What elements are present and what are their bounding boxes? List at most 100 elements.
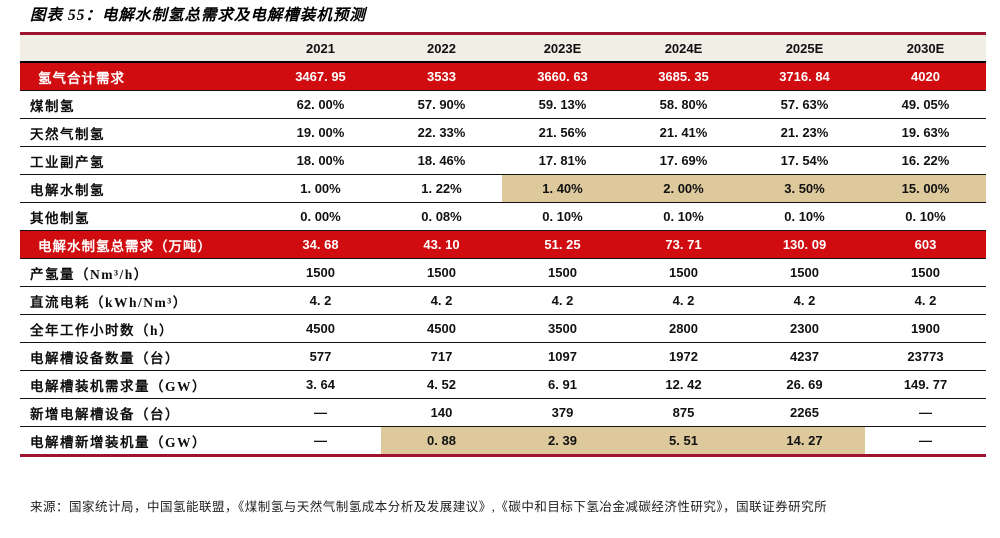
table-row: 煤制氢 62. 00% 57. 90% 59. 13% 58. 80% 57. 63% 49… [20,90,986,119]
cell: 18. 46% [381,146,502,175]
cell: 1097 [502,342,623,371]
table-row: 天然气制氢 19. 00% 22. 33% 21. 56% 21. 41% 21. 23%… [20,118,986,147]
corner-cell [20,35,260,63]
column-header-2023e: 2023E [502,35,623,63]
cell: 4. 2 [381,286,502,315]
cell: 717 [381,342,502,371]
cell: 2300 [744,314,865,343]
table-row: 电解槽装机需求量（GW） 3. 64 4. 52 6. 91 12. 42 26. 69 1… [20,370,986,399]
cell: 1500 [744,258,865,287]
cell: 19. 63% [865,118,986,147]
cell: 14. 27 [744,426,865,454]
row-label: 电解槽新增装机量（GW） [30,434,208,450]
cell: 3716. 84 [744,62,865,91]
row-label: 电解水制氢 [20,174,260,203]
cell: 1500 [260,258,381,287]
cell: 1500 [623,258,744,287]
row-label: 天然气制氢 [20,118,260,147]
cell: 49. 05% [865,90,986,119]
column-header-2021: 2021 [260,35,381,63]
cell: 1972 [623,342,744,371]
cell: 22. 33% [381,118,502,147]
cell: 1. 22% [381,174,502,203]
cell: 3660. 63 [502,62,623,91]
cell: 6. 91 [502,370,623,399]
cell: 875 [623,398,744,427]
row-label: 煤制氢 [20,90,260,119]
table-row: 其他制氢 0. 00% 0. 08% 0. 10% 0. 10% 0. 10% 0. 10% [20,202,986,231]
cell: 18. 00% [260,146,381,175]
cell: — [314,433,327,448]
cell: 26. 69 [744,370,865,399]
cell: 1900 [865,314,986,343]
cell: 43. 10 [381,230,502,259]
cell: 3. 64 [260,370,381,399]
cell: 149. 77 [865,370,986,399]
header-row: 2021 2022 2023E 2024E 2025E 2030E [20,35,986,63]
cell: 0. 10% [623,202,744,231]
cell: 57. 63% [744,90,865,119]
cell: 2. 00% [623,174,744,203]
cell: 0. 00% [260,202,381,231]
cell: 73. 71 [623,230,744,259]
table-row: 全年工作小时数（h） 4500 4500 3500 2800 2300 1900 [20,314,986,343]
cell: 17. 81% [502,146,623,175]
table-row: 新增电解槽设备（台） —140 379 875 2265— [20,398,986,427]
cell: — [865,398,986,427]
table-row: 电解水制氢 1. 00% 1. 22% 1. 40% 2. 00% 3. 50% 15. 0… [20,174,986,203]
cell: 62. 00% [260,90,381,119]
cell: 4237 [744,342,865,371]
cell: 5. 51 [623,426,744,454]
column-header-2024e: 2024E [623,35,744,63]
cell: 3. 50% [744,174,865,203]
cell: — [260,398,381,427]
source-note: 来源：国家统计局，中国氢能联盟，《煤制氢与天然气制氢成本分析及发展建议》,《碳中… [30,500,828,514]
cell: 2265 [744,398,865,427]
table-body: 氢气合计需求 3467. 95 3533 3660. 63 3685. 35 3716. … [20,62,986,454]
table-row: 工业副产氢 18. 00% 18. 46% 17. 81% 17. 69% 17. 54%… [20,146,986,175]
cell: 12. 42 [623,370,744,399]
cell: 3685. 35 [623,62,744,91]
cell: 140 [381,398,502,427]
cell: 577 [260,342,381,371]
cell: 0. 88 [381,426,502,454]
row-label: 全年工作小时数（h） [20,314,260,343]
row-label: 其他制氢 [20,202,260,231]
table-row: 产氢量（Nm³/h） 1500 1500 1500 1500 1500 1500 [20,258,986,287]
table-row: 电解水制氢总需求（万吨） 34. 68 43. 10 51. 25 73. 71 130.… [20,230,986,259]
row-label: 氢气合计需求 [20,62,260,91]
cell: 0. 10% [502,202,623,231]
table-row: 直流电耗（kWh/Nm³） 4. 2 4. 2 4. 2 4. 2 4. 2 4. 2 [20,286,986,315]
cell: 16. 22% [865,146,986,175]
cell: 1500 [865,258,986,287]
row-label: 电解槽装机需求量（GW） [20,370,260,399]
cell: 4. 2 [865,286,986,315]
forecast-table-wrap: 2021 2022 2023E 2024E 2025E 2030E 氢气合计需求 3467.… [20,32,986,457]
cell: 51. 25 [502,230,623,259]
cell: 17. 69% [623,146,744,175]
cell: 4020 [865,62,986,91]
cell: 0. 10% [744,202,865,231]
cell: 1. 40% [502,174,623,203]
cell: 3500 [502,314,623,343]
row-label: 新增电解槽设备（台） [20,398,260,427]
cell: 57. 90% [381,90,502,119]
cell: 603 [865,230,986,259]
column-header-2022: 2022 [381,35,502,63]
table-row: 氢气合计需求 3467. 95 3533 3660. 63 3685. 35 3716. … [20,62,986,91]
cell: 17. 54% [744,146,865,175]
cell: 4. 52 [381,370,502,399]
cell: 2. 39 [502,426,623,454]
cell: 59. 13% [502,90,623,119]
row-label: 电解槽设备数量（台） [20,342,260,371]
cell: 21. 23% [744,118,865,147]
cell: 130. 09 [744,230,865,259]
table-row: 电解槽设备数量（台） 577 717 1097 1972 4237 23773 [20,342,986,371]
cell: 4. 2 [744,286,865,315]
cell: 0. 08% [381,202,502,231]
cell: 58. 80% [623,90,744,119]
cell: 4500 [260,314,381,343]
cell: 4. 2 [260,286,381,315]
cell: 23773 [865,342,986,371]
